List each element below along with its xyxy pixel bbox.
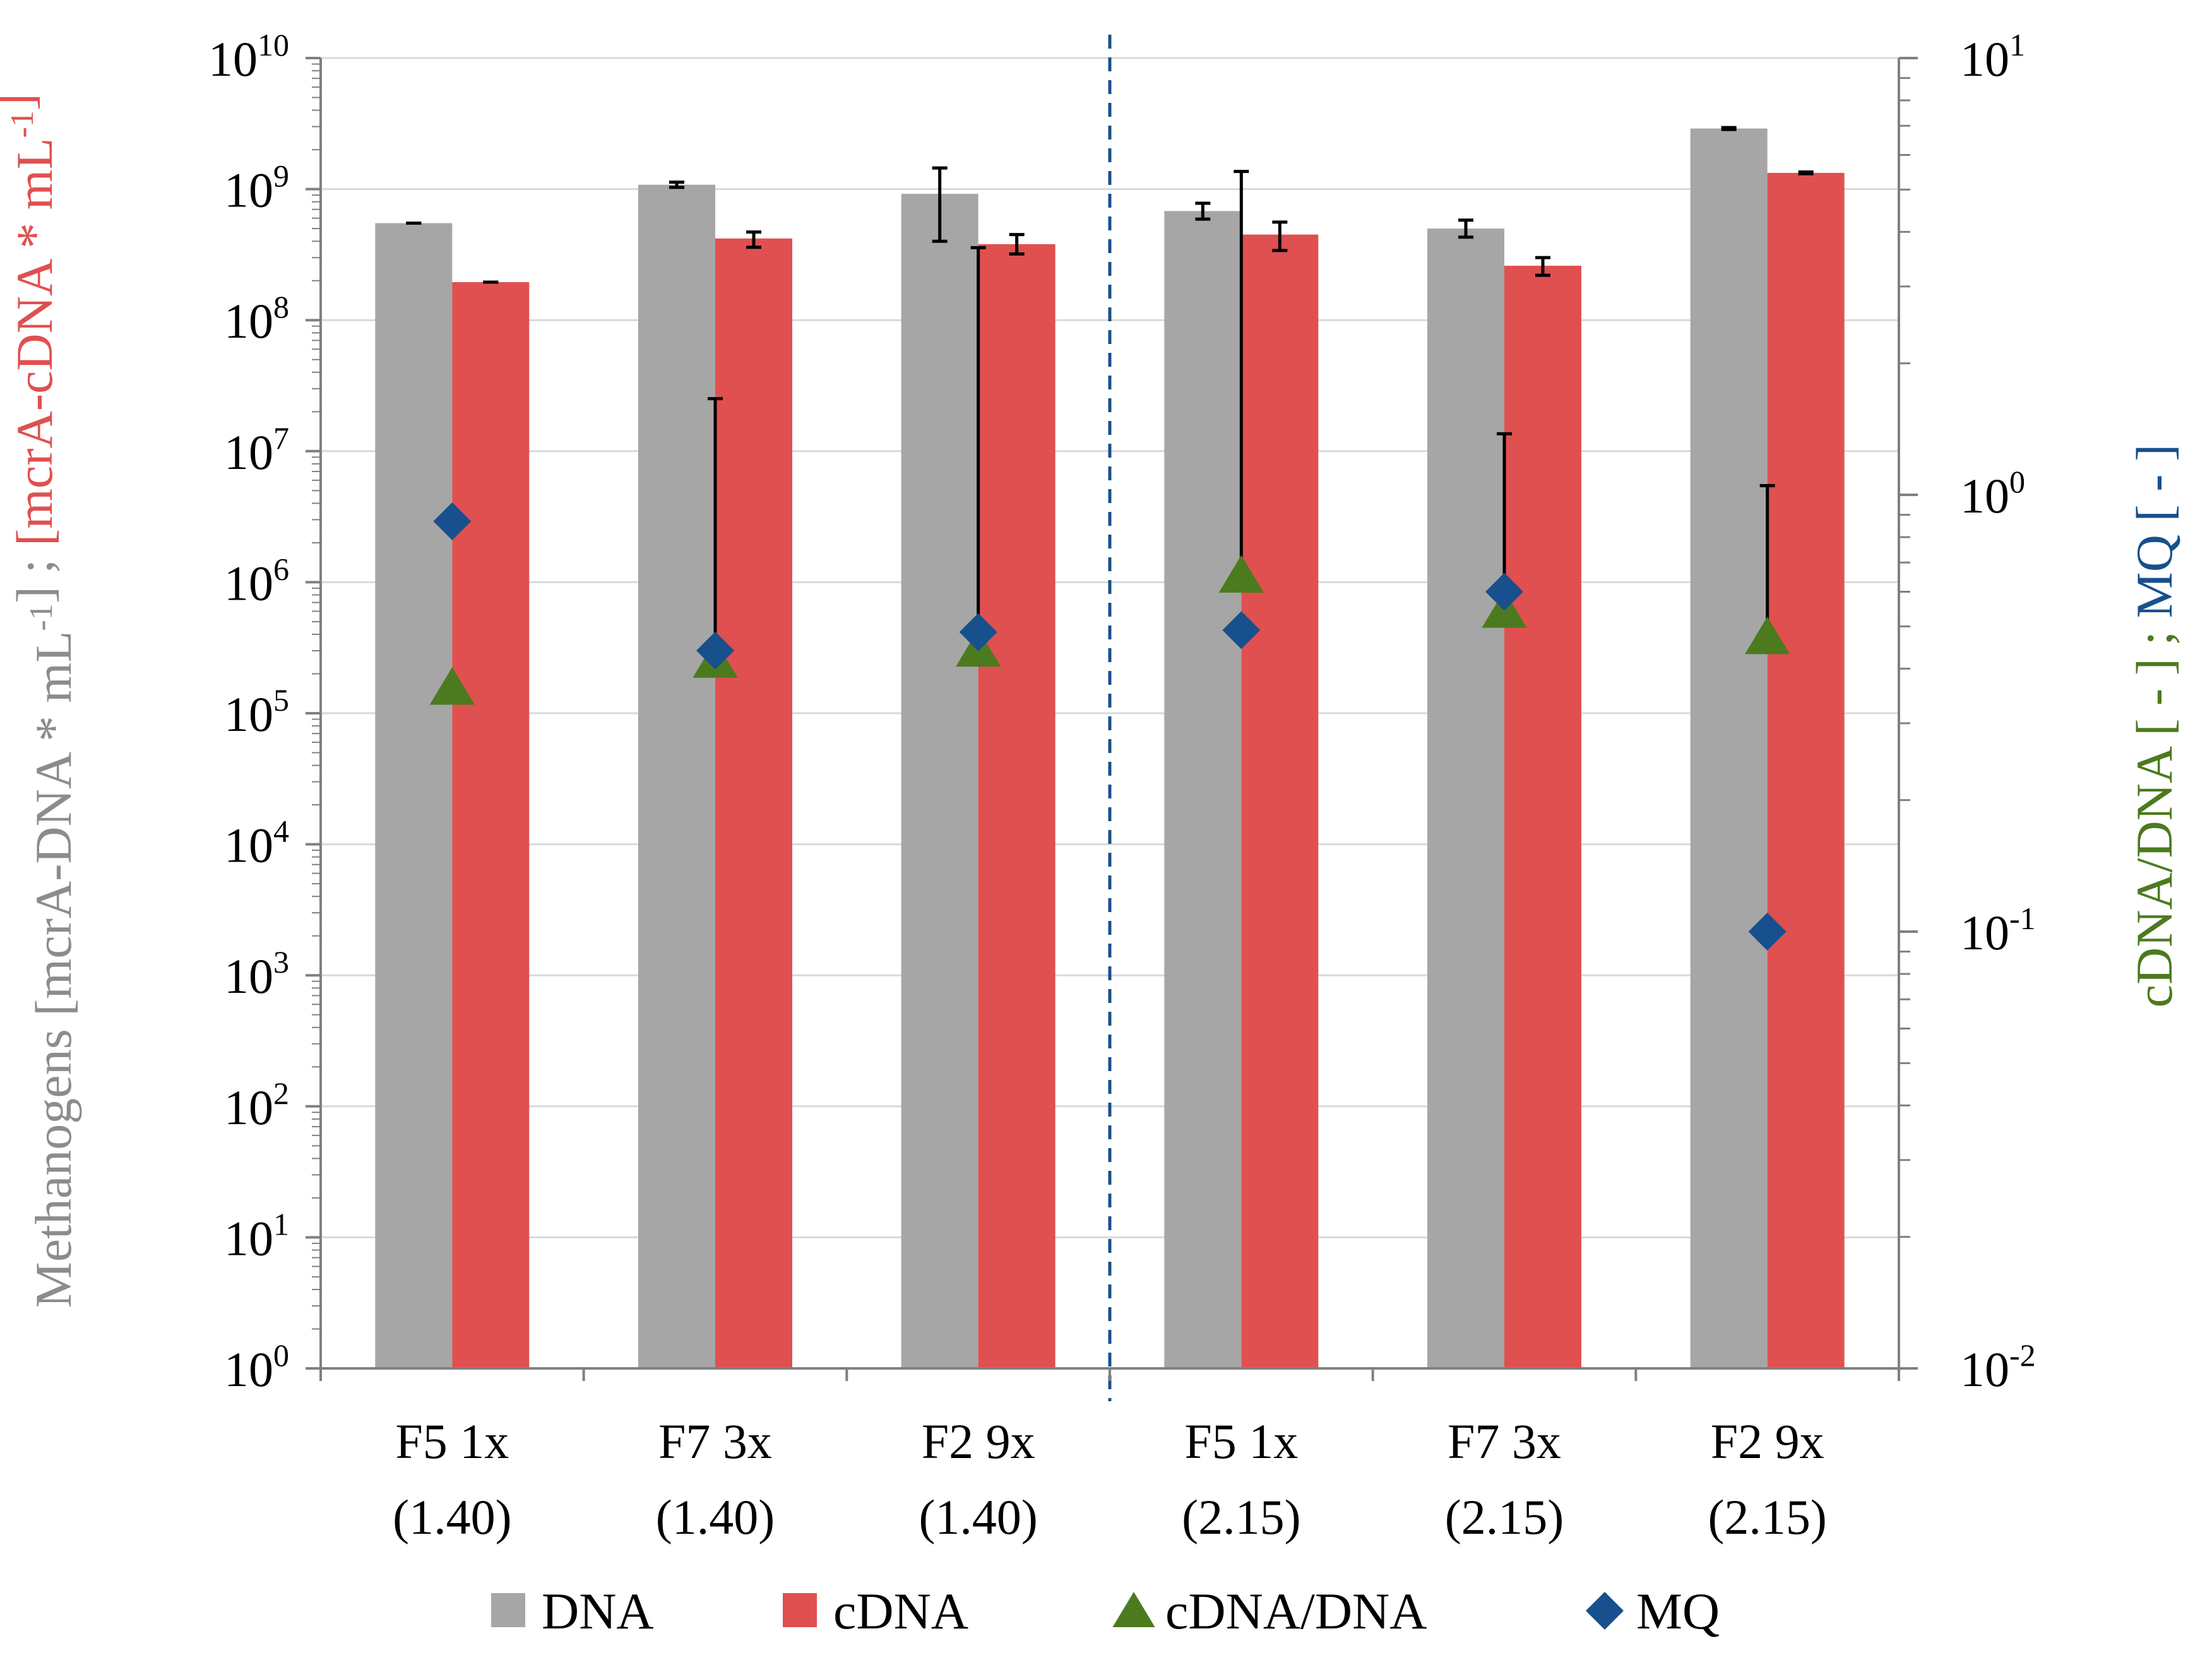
category-sublabel: (1.40) — [919, 1490, 1037, 1545]
category-sublabel: (1.40) — [656, 1490, 775, 1545]
category-label: F5 1x — [395, 1414, 509, 1469]
mq-marker — [1222, 611, 1261, 649]
mq-marker — [696, 631, 734, 670]
legend-label: DNA — [542, 1582, 654, 1640]
ratio-marker — [429, 667, 475, 705]
ratio-marker — [1218, 555, 1264, 593]
category-sublabel: (2.15) — [1708, 1490, 1826, 1545]
left-tick-label: 106 — [224, 551, 289, 610]
mq-marker — [959, 613, 997, 651]
dna-bar — [1427, 228, 1504, 1368]
left-tick-label: 100 — [224, 1337, 289, 1397]
mq-legend-swatch — [1586, 1592, 1624, 1630]
dna-bar — [375, 223, 453, 1368]
right-axis-title: cDNA/DNA [ - ] ; MQ [ - ] — [2126, 444, 2183, 1008]
left-tick-label: 103 — [224, 944, 289, 1004]
left-tick-label: 101 — [224, 1206, 289, 1266]
left-tick-label: 108 — [224, 289, 289, 348]
category-label: F7 3x — [1448, 1414, 1561, 1469]
category-labels: F5 1x (1.40) F7 3x (1.40) F2 9x (1.40) F5 1x (2… — [393, 1414, 1827, 1545]
cdna-legend-swatch — [783, 1593, 817, 1627]
dna-bar — [638, 184, 715, 1368]
left-tick-label: 102 — [224, 1076, 289, 1135]
left-tick-label: 107 — [224, 420, 289, 480]
ratio-legend-swatch — [1112, 1592, 1155, 1627]
mq-marker — [1485, 572, 1523, 611]
cdna-bar — [1504, 266, 1581, 1369]
error-bars — [406, 126, 1814, 662]
category-label: F5 1x — [1184, 1414, 1298, 1469]
cdna-bar — [452, 282, 530, 1369]
cdna-bar — [1767, 172, 1845, 1368]
dna-bar — [1164, 211, 1242, 1369]
left-tick-label: 104 — [224, 814, 289, 873]
right-tick-label: 10-1 — [1960, 901, 2036, 960]
right-tick-label: 10-2 — [1960, 1337, 2036, 1397]
category-sublabel: (2.15) — [1445, 1490, 1564, 1545]
mq-marker — [1748, 913, 1787, 951]
cdna-bar — [715, 238, 792, 1368]
legend-item: cDNA/DNA — [1112, 1582, 1427, 1640]
category-label: F7 3x — [658, 1414, 772, 1469]
left-axis-title: Methanogens [mcrA-DNA * mL-1] ; [mcrA-cD… — [0, 93, 82, 1308]
right-axis-tick-labels: 10-2 10-1 100 101 — [1960, 27, 2036, 1397]
axis-titles: Methanogens [mcrA-DNA * mL-1] ; [mcrA-cD… — [0, 93, 2183, 1308]
left-tick-label: 1010 — [208, 27, 289, 86]
left-axis-tick-labels: 100 101 102 103 104 105 106 107 108 109 1010 — [208, 27, 289, 1397]
legend: DNA cDNA cDNA/DNA MQ — [491, 1582, 1720, 1640]
right-tick-label: 101 — [1960, 27, 2025, 86]
legend-label: MQ — [1636, 1582, 1720, 1640]
ratio-marker — [1744, 616, 1790, 655]
legend-item: MQ — [1586, 1582, 1720, 1640]
bar-series — [375, 128, 1845, 1369]
legend-label: cDNA — [833, 1582, 968, 1640]
dna-legend-swatch — [491, 1593, 525, 1627]
left-tick-label: 105 — [224, 682, 289, 742]
legend-item: cDNA — [783, 1582, 968, 1640]
category-sublabel: (1.40) — [393, 1490, 511, 1545]
category-label: F2 9x — [922, 1414, 1035, 1469]
marker-series — [429, 502, 1790, 951]
mq-marker — [433, 502, 472, 540]
cdna-bar — [978, 244, 1055, 1368]
cdna-bar — [1241, 234, 1319, 1369]
dna-bar — [901, 194, 978, 1368]
left-tick-label: 109 — [224, 158, 289, 218]
category-label: F2 9x — [1711, 1414, 1824, 1469]
right-tick-label: 100 — [1960, 464, 2025, 523]
legend-item: DNA — [491, 1582, 654, 1640]
dna-bar — [1690, 128, 1768, 1368]
legend-label: cDNA/DNA — [1165, 1582, 1427, 1640]
category-sublabel: (2.15) — [1182, 1490, 1300, 1545]
axes — [306, 35, 1918, 1401]
